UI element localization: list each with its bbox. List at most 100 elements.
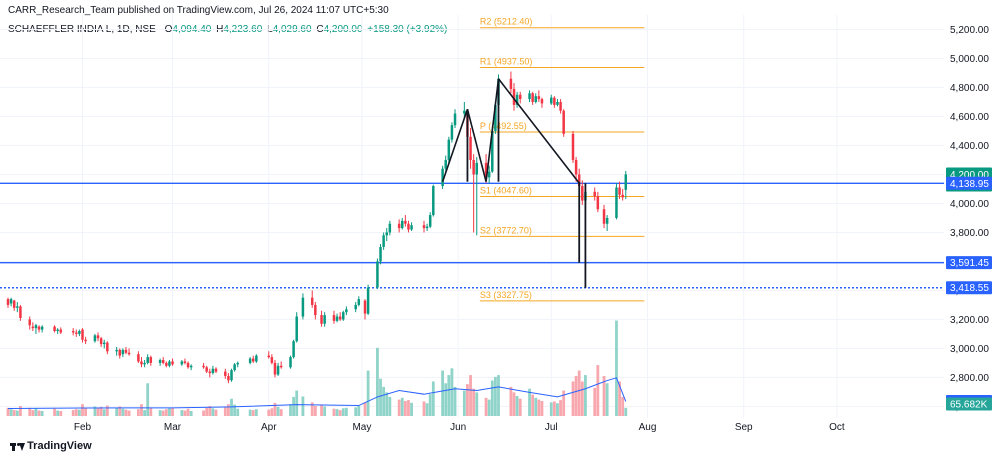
candle-body — [149, 357, 153, 363]
candle-body — [301, 297, 305, 317]
candle-body — [314, 304, 317, 316]
candle-body — [124, 349, 128, 353]
level-tag-bg — [946, 256, 992, 270]
candle-body — [251, 358, 255, 362]
candle-body — [401, 220, 404, 229]
volume-bar — [233, 404, 237, 416]
volume-bar — [211, 408, 215, 416]
candle-body — [34, 325, 38, 329]
candle-body — [581, 186, 584, 201]
pivot-label: S1 (4047.60) — [480, 186, 532, 196]
volume-bar — [382, 386, 386, 416]
candle-body — [9, 299, 13, 304]
volume-bar — [472, 388, 476, 416]
volume-bar — [205, 407, 209, 416]
candle-body — [211, 368, 215, 374]
candle-body — [16, 306, 19, 308]
volume-bar — [487, 399, 491, 416]
candle-body — [615, 187, 618, 218]
volume-bar — [124, 409, 128, 416]
volume-bar — [40, 411, 44, 416]
volume-bar — [556, 403, 559, 416]
volume-bar — [562, 390, 566, 416]
candle-body — [115, 349, 118, 352]
candle-body — [118, 349, 122, 356]
pivot-label: P (4492.55) — [480, 121, 527, 131]
x-tick-label: May — [352, 422, 371, 433]
candle-body — [596, 196, 600, 210]
volume-bar — [149, 407, 153, 416]
volume-bar — [186, 408, 190, 416]
candle-body — [248, 358, 252, 363]
candle-body — [450, 125, 454, 140]
volume-bar — [428, 394, 432, 416]
volume-bar — [140, 404, 143, 416]
pivot-label: S2 (3772.70) — [480, 225, 532, 235]
volume-bar — [549, 402, 553, 416]
candle-body — [40, 326, 44, 330]
pattern-line — [441, 108, 469, 182]
candle-body — [531, 93, 534, 102]
volume-bar — [407, 400, 410, 416]
y-tick-label: 5,000.00 — [950, 54, 989, 65]
candle-body — [574, 159, 578, 175]
volume-bar — [34, 408, 38, 416]
candle-body — [512, 88, 516, 105]
candle-body — [320, 315, 323, 324]
pattern-line — [497, 78, 580, 184]
volume-bar — [276, 406, 280, 416]
pattern-drawings — [441, 78, 587, 288]
volume-bar — [615, 320, 618, 416]
volume-bar — [531, 394, 535, 416]
volume-bar — [431, 381, 435, 416]
volume-bar — [254, 409, 258, 416]
volume-bar — [267, 409, 271, 416]
volume-bar — [357, 406, 361, 416]
volume-bar — [53, 408, 56, 416]
candle-body — [453, 113, 457, 126]
candle-body — [385, 232, 388, 236]
candle-body — [618, 187, 621, 195]
publish-line: CARR_Research_Team published on TradingV… — [8, 5, 389, 16]
candle-body — [121, 349, 125, 355]
candle-body — [158, 360, 162, 363]
candle-body — [407, 223, 410, 230]
candle-body — [96, 335, 100, 339]
candle-body — [484, 162, 488, 178]
volume-bar — [289, 404, 292, 416]
candle-body — [528, 93, 531, 100]
logo-icon — [10, 441, 25, 452]
candle-body — [289, 357, 292, 368]
volume-bar — [376, 347, 379, 416]
candle-body — [432, 186, 435, 216]
volume-bar — [127, 410, 131, 416]
candle-body — [227, 375, 230, 381]
volume-bar — [105, 405, 109, 416]
candle-body — [428, 215, 432, 227]
candle-body — [323, 315, 326, 324]
candle-body — [12, 300, 16, 308]
y-tick-label: 4,000.00 — [950, 199, 989, 210]
candle-body — [28, 319, 31, 326]
candle-body — [332, 315, 336, 321]
candle-body — [6, 299, 10, 305]
candle-body — [335, 316, 339, 321]
candle-body — [224, 371, 227, 376]
candle-body — [295, 316, 298, 342]
candle-body — [230, 370, 233, 381]
candle-body — [556, 101, 559, 105]
candle-body — [233, 364, 236, 371]
volume-bar — [621, 396, 625, 416]
candle-body — [621, 194, 624, 198]
volume-bar — [164, 409, 168, 416]
volume-bar — [248, 409, 252, 416]
volume-bar — [279, 409, 283, 416]
volume-bar — [493, 376, 497, 416]
volume-bar — [354, 407, 358, 416]
candle-body — [472, 159, 475, 175]
candle-body — [31, 326, 35, 329]
candle-body — [509, 78, 513, 89]
volume-bar — [379, 378, 382, 416]
x-tick-label: Sep — [735, 422, 753, 433]
